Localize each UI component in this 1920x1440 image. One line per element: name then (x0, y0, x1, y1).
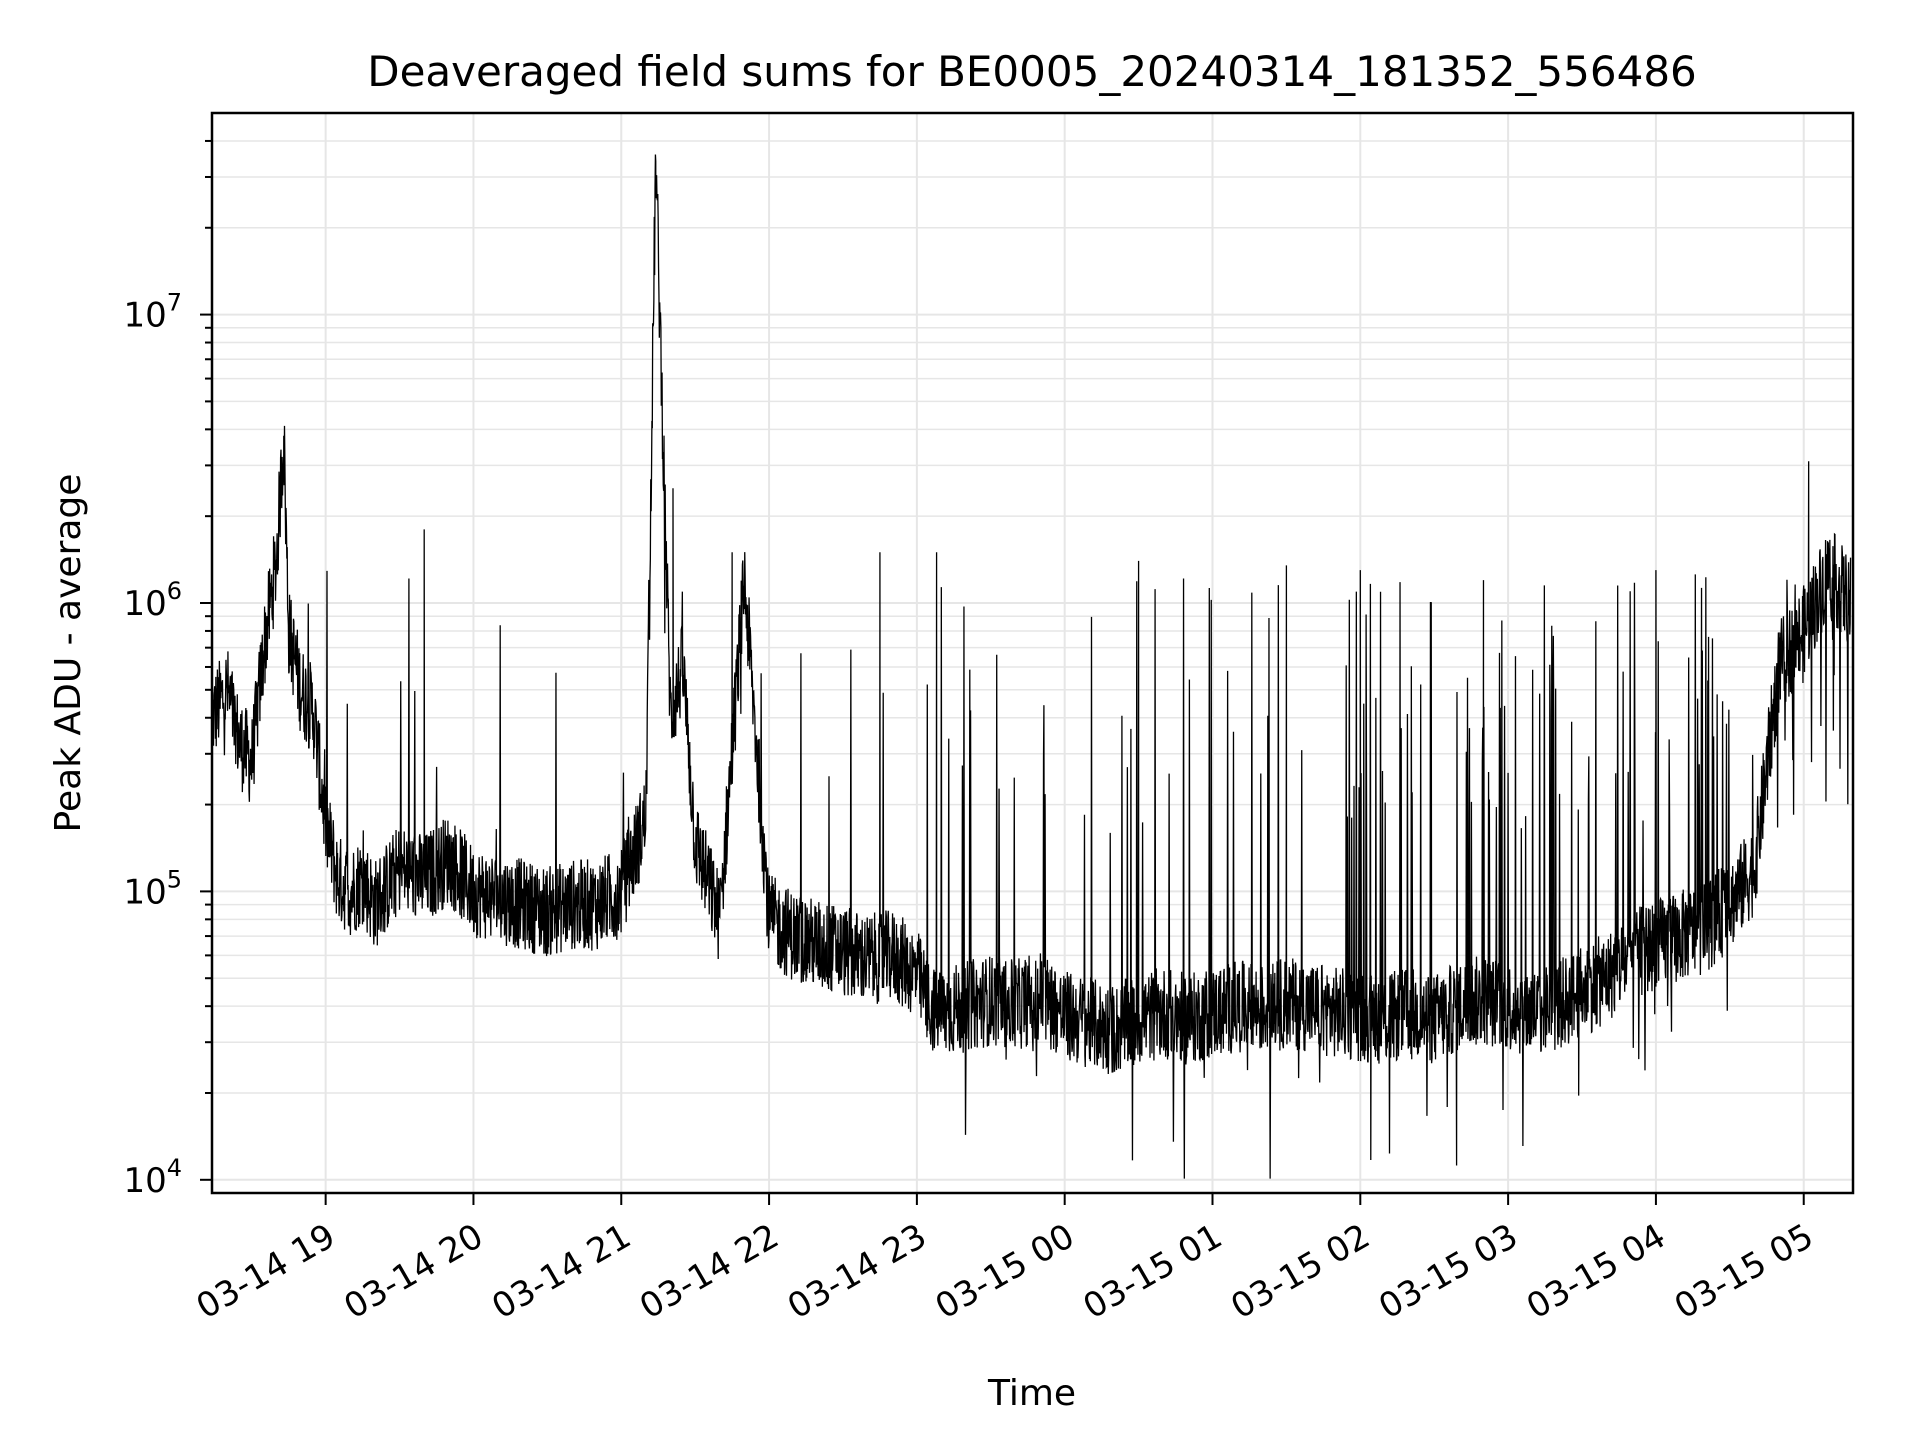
series-layer (211, 154, 1852, 1179)
x-axis-label: Time (987, 1373, 1076, 1414)
y-tick-label: 104 (123, 1154, 182, 1201)
y-tick-label: 107 (123, 289, 182, 336)
y-tick-label: 106 (123, 577, 182, 624)
chart-title: Deaveraged field sums for BE0005_2024031… (367, 47, 1697, 96)
y-tick-label: 105 (123, 865, 182, 912)
series-line (211, 154, 1852, 1179)
y-axis-label: Peak ADU - average (48, 474, 89, 833)
y-axis: 104 105 106 107 (123, 139, 212, 1201)
plot-frame (210, 111, 1855, 1195)
